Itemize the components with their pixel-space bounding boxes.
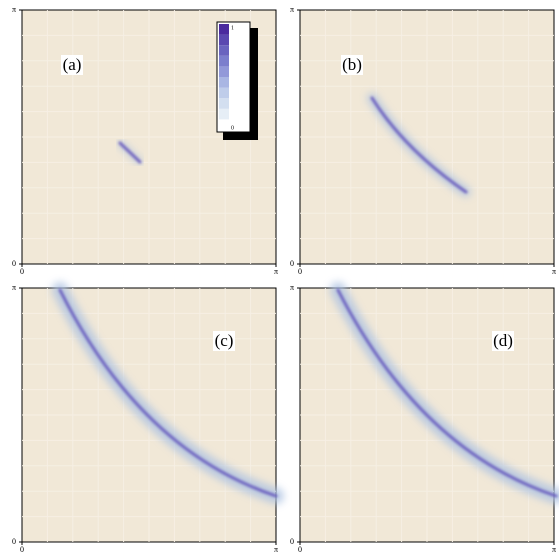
colorbar-swatch	[219, 108, 229, 120]
density-core	[370, 96, 468, 194]
panel: 0 π 0 π (d)	[290, 282, 559, 554]
panel-label: (a)	[63, 55, 82, 74]
panel-label-box	[341, 55, 363, 75]
x-tick-label: 0	[20, 545, 24, 554]
x-tick-label: 0	[298, 545, 302, 554]
density-core	[118, 141, 142, 164]
colorbar-swatch	[219, 119, 229, 130]
y-tick-label: π	[12, 283, 16, 292]
panel: 0 π 0 π (b)	[290, 5, 556, 276]
colorbar-swatch	[219, 66, 229, 77]
panel-label-box	[213, 331, 235, 351]
x-tick-label: π	[274, 545, 278, 554]
x-tick-label: π	[552, 267, 556, 276]
y-tick-label: 0	[12, 259, 16, 268]
panel-label: (b)	[342, 55, 362, 74]
colorbar-swatch	[219, 34, 229, 46]
density-core	[336, 288, 558, 498]
x-tick-label: 0	[298, 267, 302, 276]
y-tick-label: 0	[290, 259, 294, 268]
colorbar-label: 1	[231, 25, 234, 31]
panel: 0 π 0 π (c)	[12, 282, 284, 554]
y-tick-label: π	[12, 5, 16, 14]
colorbar-swatch	[219, 24, 229, 35]
x-tick-label: 0	[20, 267, 24, 276]
y-tick-label: π	[290, 283, 294, 292]
colorbar-swatch	[219, 98, 229, 109]
panel-label: (c)	[215, 331, 234, 350]
x-tick-label: π	[274, 267, 278, 276]
x-tick-label: π	[552, 545, 556, 554]
panel-label-box	[61, 55, 83, 75]
colorbar-swatch	[219, 45, 229, 56]
colorbar: 01	[216, 21, 258, 140]
y-tick-label: 0	[290, 537, 294, 546]
colorbar-swatch	[219, 87, 229, 99]
density-core	[58, 288, 278, 498]
panel-label-box	[492, 331, 514, 351]
y-tick-label: π	[290, 5, 294, 14]
colorbar-swatch	[219, 77, 229, 88]
colorbar-label: 0	[231, 125, 234, 131]
y-tick-label: 0	[12, 537, 16, 546]
panel-label: (d)	[493, 331, 513, 350]
panel: 0 π0π(a)01	[12, 5, 278, 276]
colorbar-swatch	[219, 55, 229, 67]
